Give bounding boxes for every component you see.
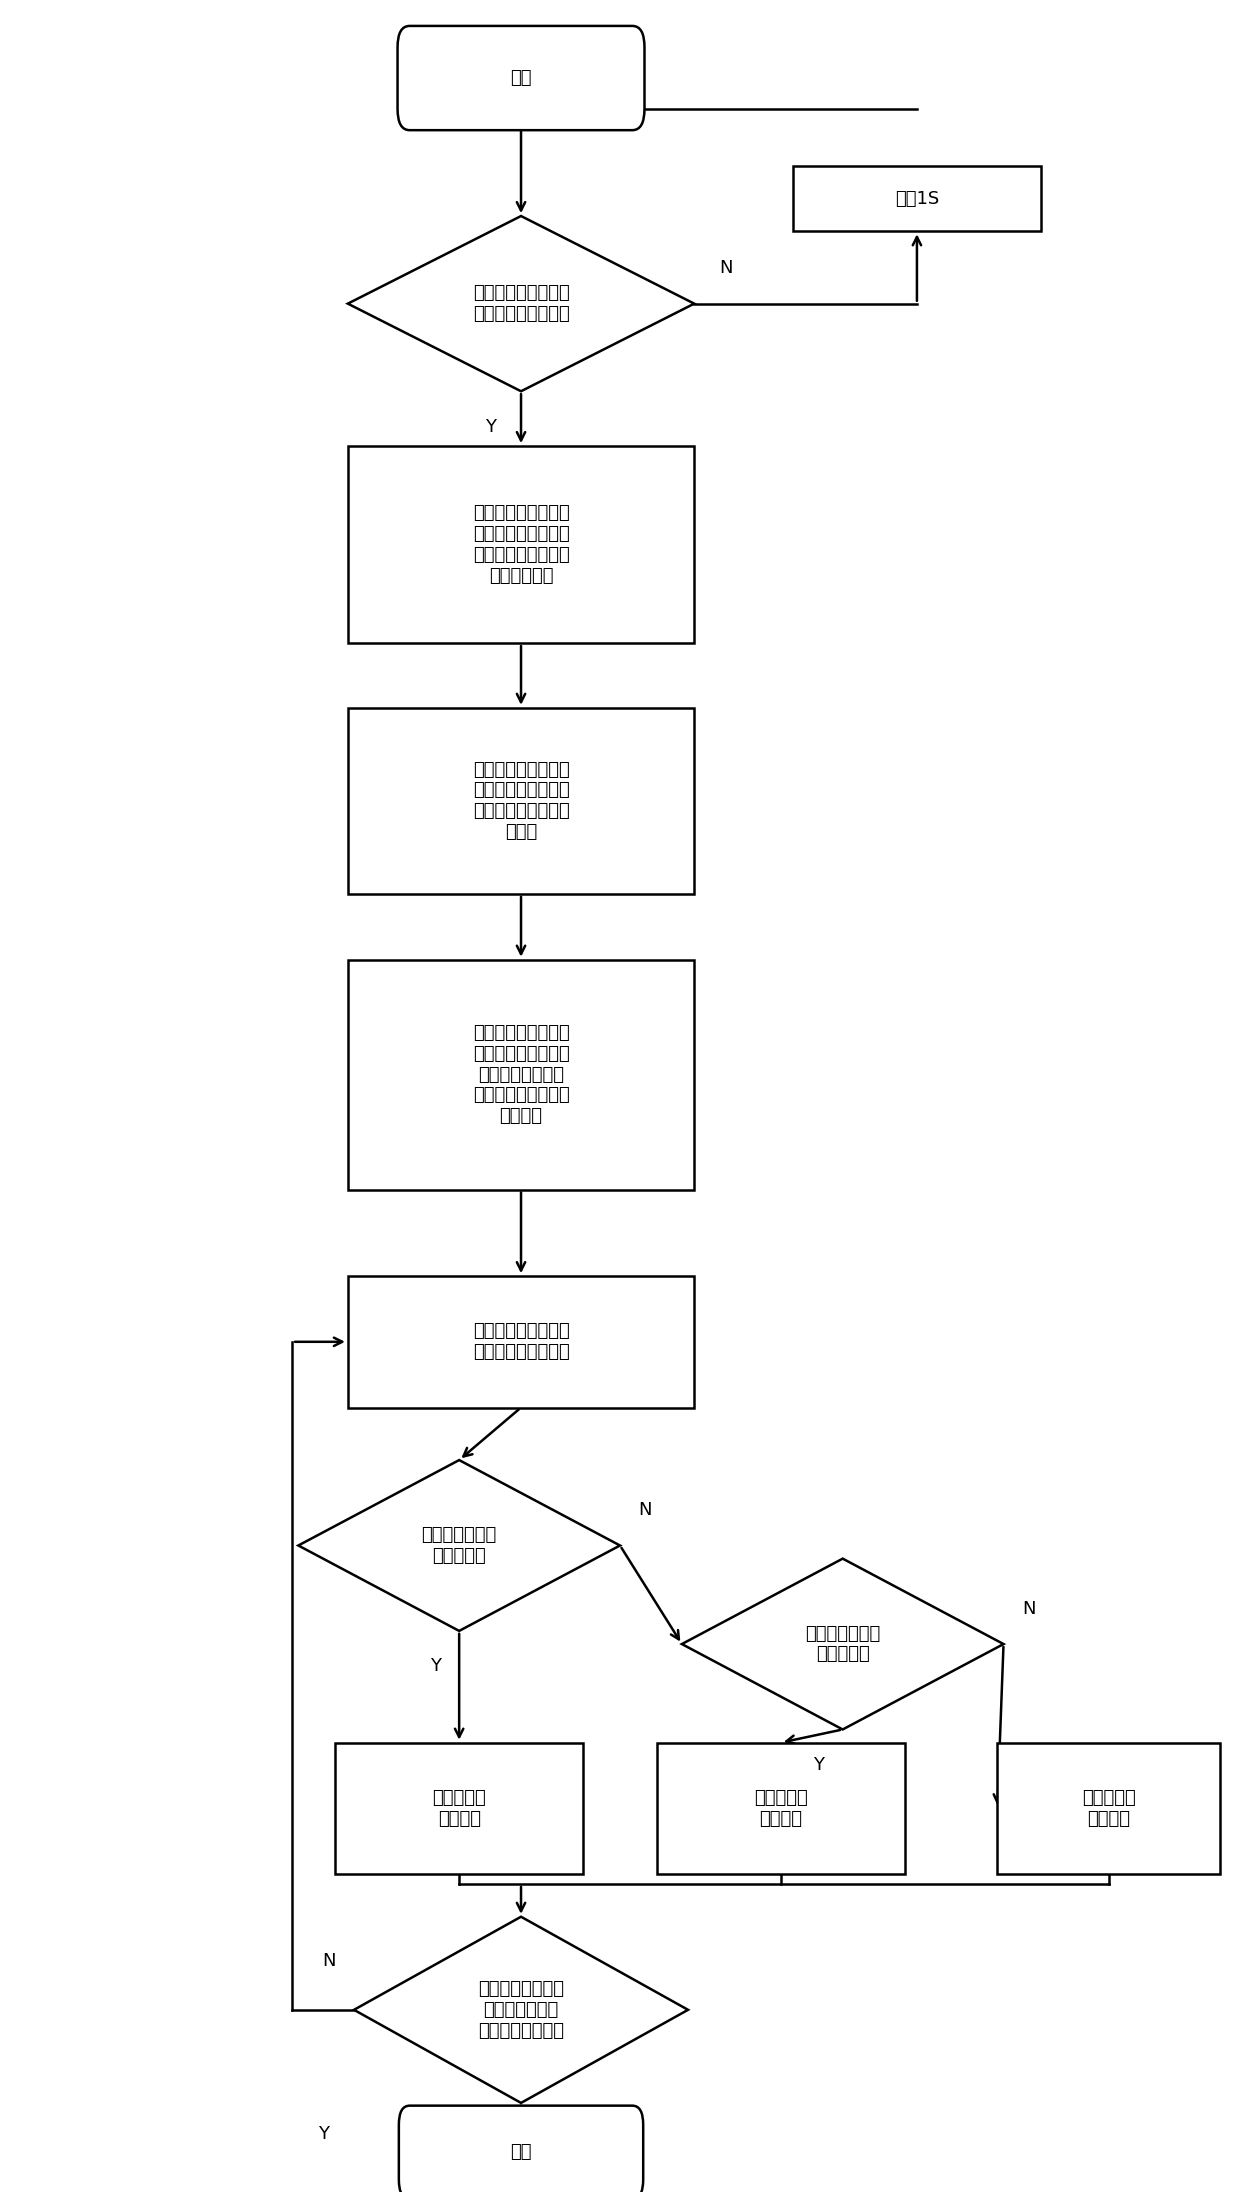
Bar (997, 1743, 1220, 1875)
Bar (347, 445, 694, 643)
Bar (347, 961, 694, 1189)
Text: 结束: 结束 (511, 2143, 532, 2160)
Text: 接触式温度传感器测
取人体温度，并把温
度信息发送给协调控
制系统: 接触式温度传感器测 取人体温度，并把温 度信息发送给协调控 制系统 (472, 761, 569, 842)
Text: 协调控制系统根据定
位和测温装置的位置
制定相应的控制策
略，并把策略发送给
加热装置: 协调控制系统根据定 位和测温装置的位置 制定相应的控制策 略，并把策略发送给 加… (472, 1024, 569, 1125)
Text: 增大加热装
置的功率: 增大加热装 置的功率 (1081, 1789, 1136, 1827)
Polygon shape (299, 1461, 620, 1632)
Text: N: N (322, 1952, 336, 1969)
FancyBboxPatch shape (399, 2105, 644, 2193)
Polygon shape (682, 1559, 1003, 1730)
Bar (347, 708, 694, 895)
Text: 定位设备通过各个接
入点得测目标位置，
并把位置信息发送给
协调控制系统: 定位设备通过各个接 入点得测目标位置， 并把位置信息发送给 协调控制系统 (472, 504, 569, 586)
Bar (657, 1743, 904, 1875)
Text: Y: Y (813, 1757, 825, 1774)
Text: N: N (639, 1502, 652, 1520)
Text: Y: Y (319, 2125, 330, 2143)
Text: N: N (1022, 1599, 1035, 1618)
Bar (794, 167, 1040, 232)
FancyBboxPatch shape (398, 26, 645, 129)
Text: 保持加热装
置的功率: 保持加热装 置的功率 (433, 1789, 486, 1827)
Bar (336, 1743, 583, 1875)
Polygon shape (347, 217, 694, 390)
Text: 加热装置接受控制策
略，对目标进行加热: 加热装置接受控制策 略，对目标进行加热 (472, 1322, 569, 1362)
Text: 协同控制系统判断
是否有定位和测
温装置打开或关闭: 协同控制系统判断 是否有定位和测 温装置打开或关闭 (479, 1980, 564, 2039)
Text: Y: Y (485, 417, 496, 436)
Bar (347, 1276, 694, 1408)
Text: 减小加热装
置的功率: 减小加热装 置的功率 (754, 1789, 807, 1827)
Text: 延时1S: 延时1S (895, 189, 939, 208)
Text: N: N (719, 259, 733, 276)
Text: 该温度等于计划
达到的温度: 该温度等于计划 达到的温度 (422, 1526, 497, 1566)
Polygon shape (353, 1917, 688, 2103)
Text: 该温度大于计划
达到的温度: 该温度大于计划 达到的温度 (805, 1625, 880, 1664)
Text: 检测是否有定位和测
温装置处于工作状态: 检测是否有定位和测 温装置处于工作状态 (472, 285, 569, 322)
Text: Y: Y (429, 1658, 440, 1675)
Text: 开始: 开始 (511, 68, 532, 88)
